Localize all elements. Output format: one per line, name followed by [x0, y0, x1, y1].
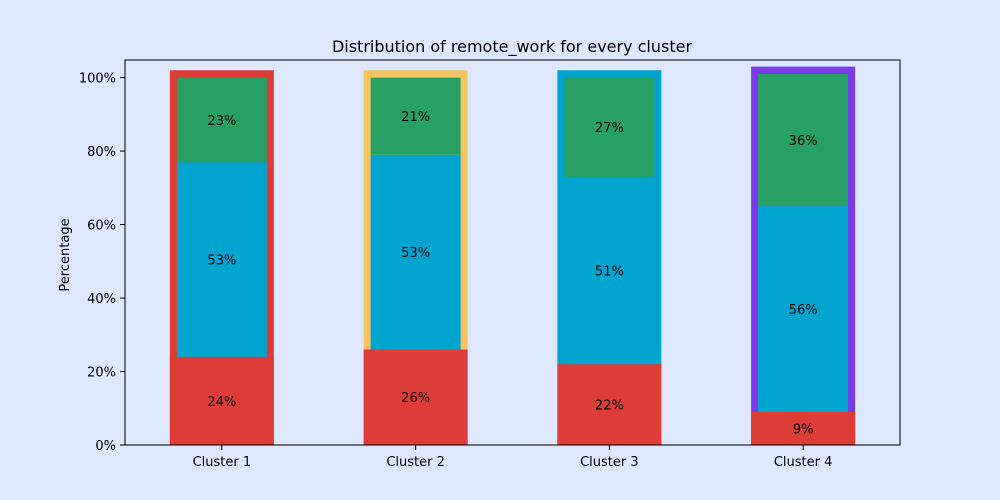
- x-tick-label: Cluster 3: [580, 455, 639, 470]
- bar-segment: [557, 364, 662, 445]
- bar-data-label: 53%: [207, 253, 236, 268]
- bar-data-label: 22%: [595, 399, 624, 414]
- ticks-layer: Cluster 1 Cluster 2 Cluster 3 Cluster 4 0% 20…: [79, 72, 833, 470]
- y-tick-label: 80%: [87, 145, 116, 160]
- bar-segment: [169, 356, 274, 445]
- bar-segment: [564, 77, 655, 177]
- bar-data-label: 26%: [401, 391, 430, 406]
- bar-segment: [176, 162, 267, 357]
- bar-data-label: 21%: [401, 110, 430, 125]
- y-tick-label: 0%: [95, 439, 116, 454]
- y-axis-label: Percentage: [58, 218, 73, 291]
- bar-data-label: 53%: [401, 246, 430, 261]
- bar-segment: [564, 176, 655, 365]
- bar-data-label: 51%: [595, 265, 624, 280]
- x-tick-label: Cluster 2: [386, 455, 445, 470]
- bar-segment: [758, 73, 849, 207]
- x-tick-label: Cluster 1: [193, 455, 252, 470]
- bar-segment: [370, 154, 461, 350]
- x-tick-label: Cluster 4: [774, 455, 833, 470]
- bar-data-label: 56%: [789, 303, 818, 318]
- bar-data-label: 27%: [595, 121, 624, 136]
- bar-data-label: 9%: [793, 422, 814, 437]
- plot-frame: [124, 59, 901, 446]
- y-tick-label: 40%: [87, 292, 116, 307]
- y-tick-label: 100%: [79, 72, 116, 87]
- bar-segment: [176, 77, 267, 163]
- bar-segment: [758, 206, 849, 412]
- bars-layer: 24% 53% 23% 26% 53% 21% 22% 51% 27% 9% 56% 36%: [169, 66, 856, 446]
- y-tick-label: 20%: [87, 366, 116, 381]
- bar-data-label: 36%: [789, 134, 818, 149]
- bar-segment: [363, 349, 468, 445]
- bar-data-label: 24%: [207, 395, 236, 410]
- bar-segment: [370, 77, 461, 155]
- bar-data-label: 23%: [207, 114, 236, 129]
- chart-title: Distribution of remote_work for every cl…: [332, 37, 693, 57]
- y-tick-label: 60%: [87, 219, 116, 234]
- bar-segment: [751, 411, 856, 445]
